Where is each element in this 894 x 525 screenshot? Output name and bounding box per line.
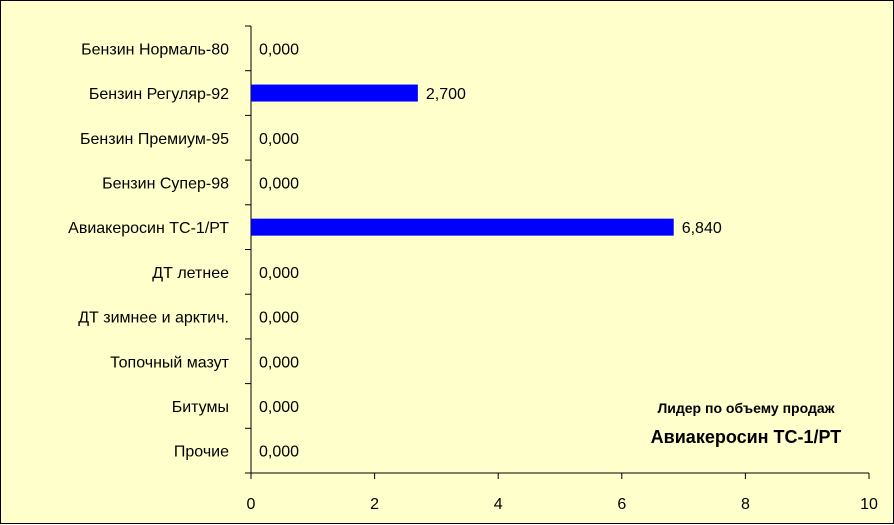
x-axis-ticks: 0 2 4 6 8 10 [247, 473, 878, 513]
x-tick-label: 8 [741, 496, 750, 513]
value-label: 0,000 [259, 131, 299, 148]
annotation-line1: Лидер по объему продаж [657, 400, 835, 416]
leader-annotation: Лидер по объему продаж Авиакеросин ТС-1/… [651, 400, 842, 447]
x-tick-label: 0 [247, 496, 256, 513]
value-label: 0,000 [259, 399, 299, 416]
bars [251, 84, 674, 236]
category-label: Битумы [172, 399, 229, 416]
category-label: Топочный мазут [110, 354, 230, 371]
annotation-line2: Авиакеросин ТС-1/РТ [651, 427, 842, 447]
category-labels: Бензин Нормаль-80 Бензин Регуляр-92 Бензин… [68, 41, 230, 460]
value-label: 0,000 [259, 354, 299, 371]
category-label: Бензин Регуляр-92 [89, 86, 229, 103]
value-label: 0,000 [259, 265, 299, 282]
category-label: Бензин Супер-98 [102, 175, 229, 192]
value-label: 0,000 [259, 444, 299, 461]
value-label: 0,000 [259, 41, 299, 58]
category-label: Авиакеросин ТС-1/РТ [68, 220, 229, 237]
x-tick-label: 4 [494, 496, 503, 513]
x-tick-label: 10 [860, 496, 878, 513]
category-label: Бензин Премиум-95 [80, 131, 229, 148]
category-label: ДТ летнее [152, 265, 229, 282]
value-label: 0,000 [259, 310, 299, 327]
bar [251, 84, 418, 102]
value-label: 6,840 [682, 220, 722, 237]
category-label: Бензин Нормаль-80 [81, 41, 229, 58]
value-labels: 0,000 2,700 0,000 0,000 6,840 0,000 0,000 0,000… [259, 41, 722, 460]
x-tick-label: 2 [370, 496, 379, 513]
x-tick-label: 6 [617, 496, 626, 513]
value-label: 2,700 [426, 86, 466, 103]
bar [251, 218, 674, 236]
category-label: Прочие [174, 444, 229, 461]
value-label: 0,000 [259, 175, 299, 192]
category-label: ДТ зимнее и арктич. [78, 310, 229, 327]
